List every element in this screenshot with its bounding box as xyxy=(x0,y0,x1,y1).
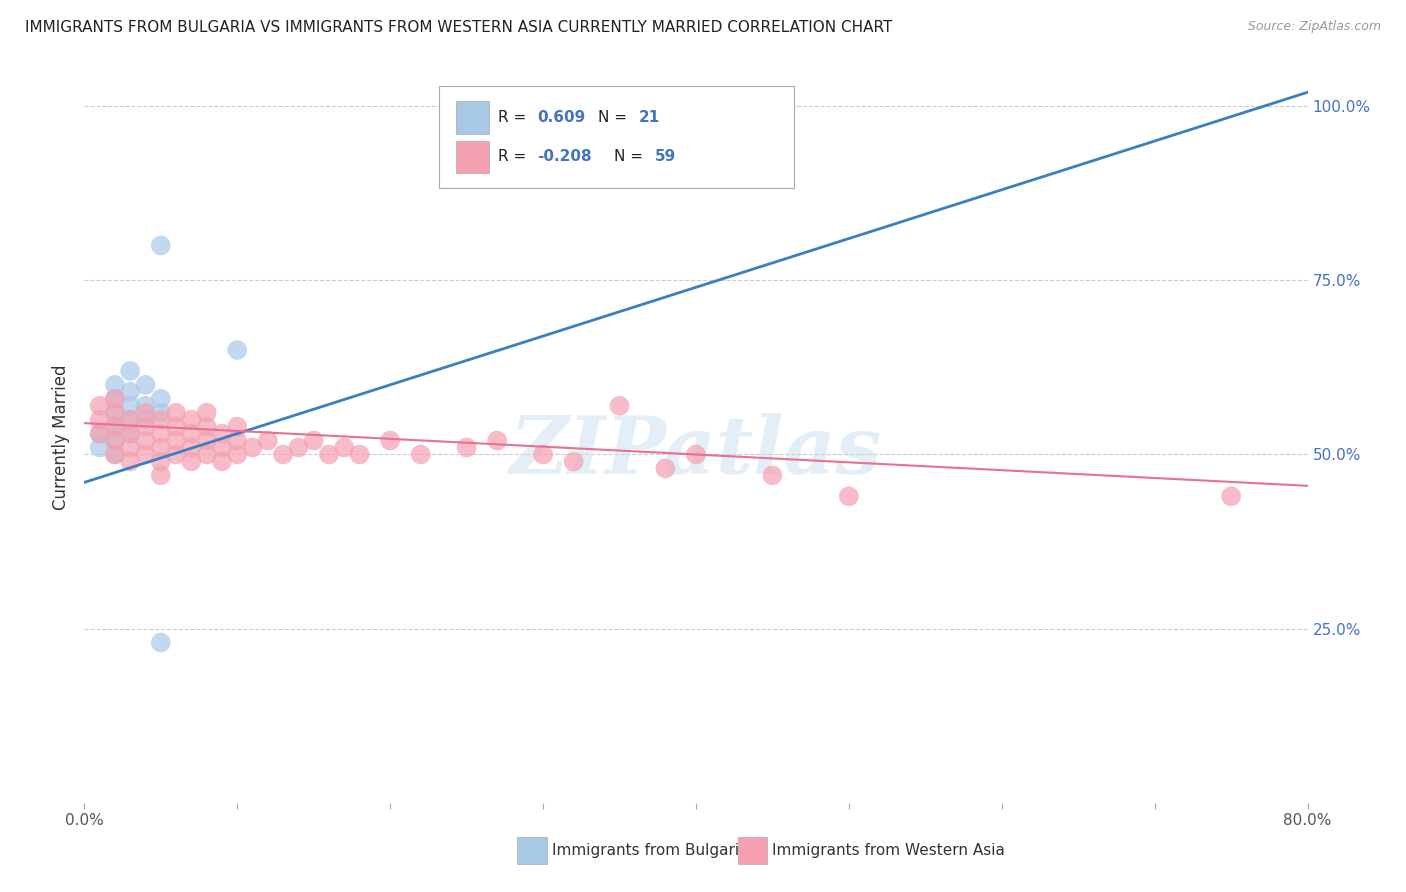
Point xyxy=(120,412,142,426)
Point xyxy=(135,406,157,420)
Text: -0.208: -0.208 xyxy=(537,150,592,164)
Point xyxy=(333,441,356,455)
Point xyxy=(165,406,187,420)
Point xyxy=(211,454,233,468)
Point xyxy=(149,412,172,426)
Text: 59: 59 xyxy=(654,150,676,164)
Point xyxy=(195,448,218,462)
Point xyxy=(120,426,142,441)
Text: N =: N = xyxy=(614,150,648,164)
Point xyxy=(195,419,218,434)
Point xyxy=(165,434,187,448)
Point xyxy=(89,426,111,441)
Point xyxy=(180,441,202,455)
Point xyxy=(380,434,402,448)
Point xyxy=(211,441,233,455)
Point xyxy=(180,412,202,426)
Point xyxy=(180,426,202,441)
Point xyxy=(654,461,676,475)
Point xyxy=(135,434,157,448)
Point xyxy=(838,489,860,503)
Text: R =: R = xyxy=(498,150,531,164)
FancyBboxPatch shape xyxy=(439,86,794,188)
Point xyxy=(149,468,172,483)
Point xyxy=(135,377,157,392)
Point xyxy=(302,434,325,448)
Point xyxy=(149,406,172,420)
Point xyxy=(149,454,172,468)
Text: R =: R = xyxy=(498,110,531,125)
Point xyxy=(120,399,142,413)
Point xyxy=(226,448,249,462)
Point xyxy=(349,448,371,462)
Text: ZIPatlas: ZIPatlas xyxy=(510,413,882,491)
FancyBboxPatch shape xyxy=(738,837,766,863)
Point xyxy=(1220,489,1243,503)
Point xyxy=(135,399,157,413)
Point xyxy=(104,406,127,420)
Point xyxy=(89,441,111,455)
Point xyxy=(226,419,249,434)
Text: 0.609: 0.609 xyxy=(537,110,585,125)
Point xyxy=(135,448,157,462)
Point xyxy=(104,419,127,434)
Point xyxy=(89,399,111,413)
Point xyxy=(685,448,707,462)
Text: IMMIGRANTS FROM BULGARIA VS IMMIGRANTS FROM WESTERN ASIA CURRENTLY MARRIED CORRE: IMMIGRANTS FROM BULGARIA VS IMMIGRANTS F… xyxy=(25,20,893,35)
Point xyxy=(287,441,309,455)
Point xyxy=(104,406,127,420)
Point xyxy=(120,426,142,441)
Point xyxy=(149,426,172,441)
Point xyxy=(149,441,172,455)
Y-axis label: Currently Married: Currently Married xyxy=(52,364,70,510)
Point xyxy=(226,343,249,357)
Point xyxy=(149,635,172,649)
Point xyxy=(104,434,127,448)
Point xyxy=(195,434,218,448)
Point xyxy=(149,392,172,406)
Text: N =: N = xyxy=(598,110,631,125)
Point xyxy=(165,448,187,462)
FancyBboxPatch shape xyxy=(456,102,489,134)
Point xyxy=(409,448,432,462)
Point xyxy=(104,448,127,462)
Point xyxy=(149,238,172,252)
Point xyxy=(104,419,127,434)
Point xyxy=(120,454,142,468)
Point xyxy=(531,448,554,462)
Point xyxy=(89,426,111,441)
FancyBboxPatch shape xyxy=(456,141,489,173)
Point xyxy=(120,412,142,426)
Point xyxy=(104,377,127,392)
Point xyxy=(104,392,127,406)
FancyBboxPatch shape xyxy=(517,837,547,863)
Point xyxy=(257,434,280,448)
Point xyxy=(120,441,142,455)
Point xyxy=(195,406,218,420)
Text: 21: 21 xyxy=(638,110,659,125)
Point xyxy=(318,448,340,462)
Point xyxy=(104,392,127,406)
Point xyxy=(89,412,111,426)
Point xyxy=(456,441,478,455)
Point xyxy=(104,448,127,462)
Point xyxy=(135,419,157,434)
Text: Source: ZipAtlas.com: Source: ZipAtlas.com xyxy=(1247,20,1381,33)
Point xyxy=(242,441,264,455)
Point xyxy=(165,419,187,434)
Text: Immigrants from Bulgaria: Immigrants from Bulgaria xyxy=(551,843,748,858)
Point xyxy=(486,434,509,448)
Point xyxy=(609,399,631,413)
Point xyxy=(120,384,142,399)
Point xyxy=(211,426,233,441)
Point xyxy=(135,412,157,426)
Point xyxy=(226,434,249,448)
Text: Immigrants from Western Asia: Immigrants from Western Asia xyxy=(772,843,1005,858)
Point xyxy=(180,454,202,468)
Point xyxy=(104,434,127,448)
Point xyxy=(562,454,585,468)
Point xyxy=(271,448,294,462)
Point xyxy=(761,468,783,483)
Point xyxy=(120,364,142,378)
